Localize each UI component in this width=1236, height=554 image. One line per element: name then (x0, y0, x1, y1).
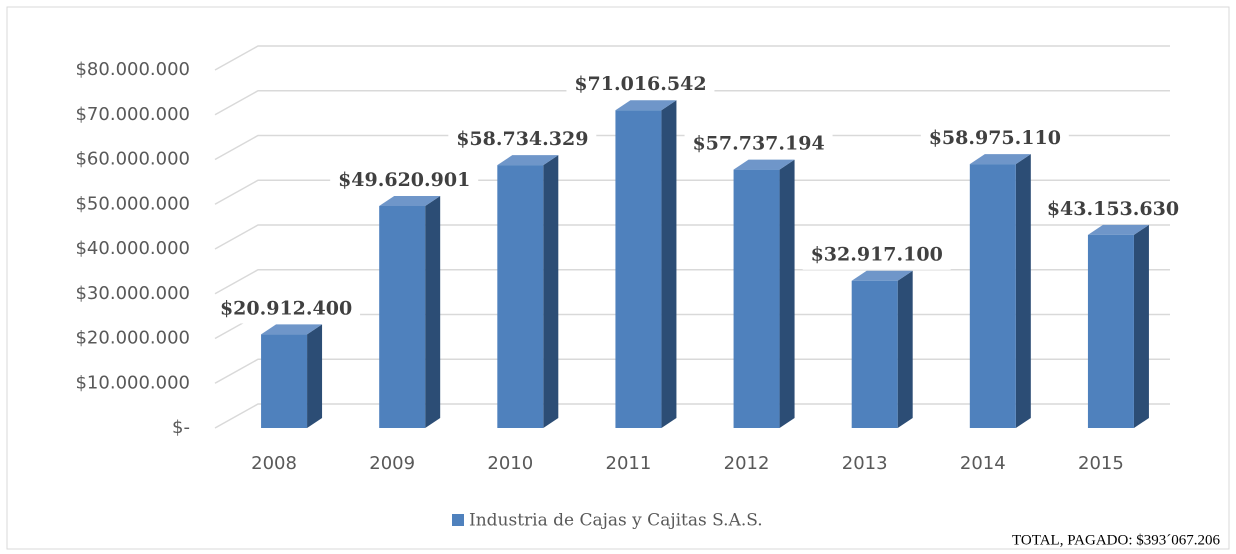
value-label-bg (1038, 195, 1187, 224)
value-label: $57.737.194 (692, 133, 824, 155)
bar-front (379, 205, 426, 428)
bar-top (969, 154, 1031, 165)
bar-side (1133, 224, 1149, 428)
bar-top (733, 159, 795, 170)
x-tick-label: 2013 (842, 453, 888, 474)
x-tick-label: 2012 (724, 453, 770, 474)
grid-line (214, 90, 1170, 116)
bar-top (379, 195, 441, 206)
value-label-bg (920, 125, 1069, 154)
value-label: $58.975.110 (929, 127, 1061, 149)
bar-side (307, 324, 323, 428)
bar (497, 155, 559, 428)
x-tick-label: 2009 (369, 453, 415, 474)
bar-top (1087, 224, 1149, 235)
y-tick-label: $20.000.000 (75, 328, 190, 349)
value-label-bg (330, 166, 479, 195)
bar (1087, 224, 1149, 428)
y-tick-label: $- (172, 417, 190, 438)
bar-front (261, 334, 308, 428)
y-tick-label: $30.000.000 (75, 283, 190, 304)
bar-side (779, 159, 795, 429)
value-label: $32.917.100 (811, 244, 943, 266)
bar-side (897, 270, 913, 428)
grid-line (214, 134, 1170, 161)
bar (379, 195, 441, 428)
value-label: $43.153.630 (1047, 198, 1179, 220)
y-tick-label: $70.000.000 (75, 104, 190, 125)
bar (261, 324, 323, 428)
value-label-bg (212, 295, 361, 324)
value-label: $49.620.901 (338, 169, 470, 191)
bar-front (969, 164, 1016, 429)
value-label-bg (566, 71, 715, 100)
grid-line (214, 269, 1170, 295)
bar (969, 154, 1031, 429)
bar-top (851, 270, 913, 281)
bar-side (1015, 154, 1031, 429)
bar (615, 100, 677, 428)
x-tick-label: 2010 (487, 453, 533, 474)
grid-line (214, 45, 1170, 71)
bar-side (425, 195, 441, 428)
value-label-bg (684, 130, 833, 159)
bar-front (733, 169, 780, 429)
value-label: $71.016.542 (574, 73, 706, 95)
y-tick-label: $50.000.000 (75, 193, 190, 214)
x-tick-label: 2011 (606, 453, 652, 474)
bar-front (851, 280, 898, 428)
bar-front (1087, 234, 1134, 428)
legend-label: Industria de Cajas y Cajitas S.A.S. (469, 511, 763, 531)
x-tick-label: 2014 (960, 453, 1006, 474)
bar-side (661, 100, 677, 428)
annotation: TOTAL, PAGADO: $393´067.206 (1012, 532, 1220, 548)
y-tick-label: $10.000.000 (75, 372, 190, 393)
bar-top (615, 100, 677, 111)
value-label-bg (802, 241, 951, 270)
bar (851, 270, 913, 428)
bar (733, 159, 795, 429)
bar-front (497, 165, 544, 428)
value-label-bg (448, 126, 597, 155)
y-tick-label: $60.000.000 (75, 149, 190, 170)
bar-side (543, 155, 559, 428)
x-tick-label: 2015 (1078, 453, 1124, 474)
bar-front (615, 110, 662, 428)
legend-swatch (452, 514, 464, 526)
bar-top (261, 324, 323, 335)
bar-top (497, 155, 559, 166)
grid-line (214, 224, 1170, 250)
y-tick-label: $80.000.000 (75, 59, 190, 80)
y-tick-label: $40.000.000 (75, 238, 190, 259)
value-label: $20.912.400 (220, 297, 352, 319)
grid-line (214, 179, 1170, 205)
value-label: $58.734.329 (456, 128, 588, 150)
x-tick-label: 2008 (251, 453, 297, 474)
